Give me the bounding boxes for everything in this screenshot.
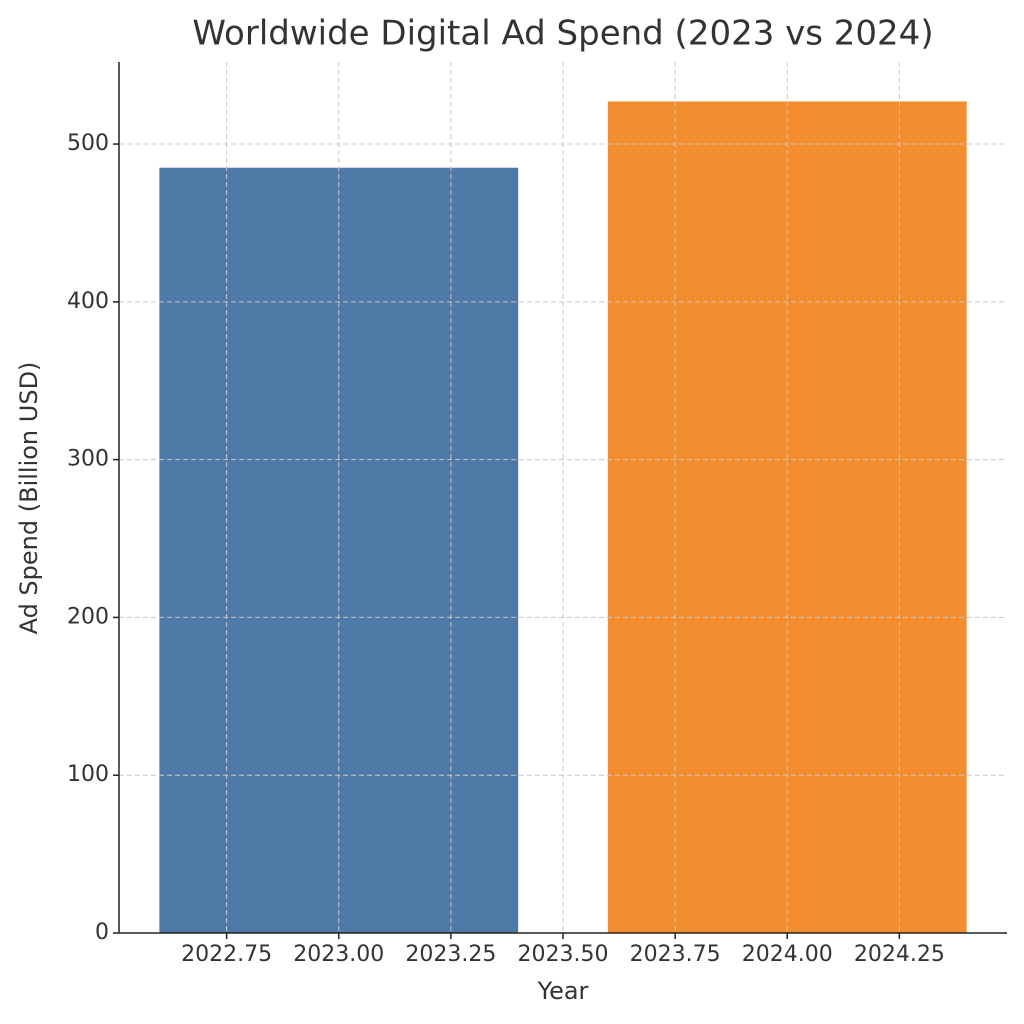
y-tick-label: 100	[67, 762, 109, 787]
x-tick-label: 2022.75	[181, 942, 272, 967]
y-tick-label: 0	[95, 920, 109, 945]
x-tick-label: 2023.25	[405, 942, 496, 967]
x-tick-label: 2023.00	[293, 942, 384, 967]
y-tick-label: 200	[67, 604, 109, 629]
y-tick-label: 300	[67, 447, 109, 472]
x-tick-label: 2023.75	[630, 942, 721, 967]
y-tick-label: 500	[67, 131, 109, 156]
x-axis-label: Year	[537, 977, 589, 1005]
chart-title: Worldwide Digital Ad Spend (2023 vs 2024…	[192, 14, 933, 54]
y-axis-label: Ad Spend (Billion USD)	[15, 362, 43, 635]
y-tick-label: 400	[67, 289, 109, 314]
x-tick-label: 2024.00	[742, 942, 833, 967]
x-tick-label: 2023.50	[518, 942, 609, 967]
x-tick-label: 2024.25	[854, 942, 945, 967]
